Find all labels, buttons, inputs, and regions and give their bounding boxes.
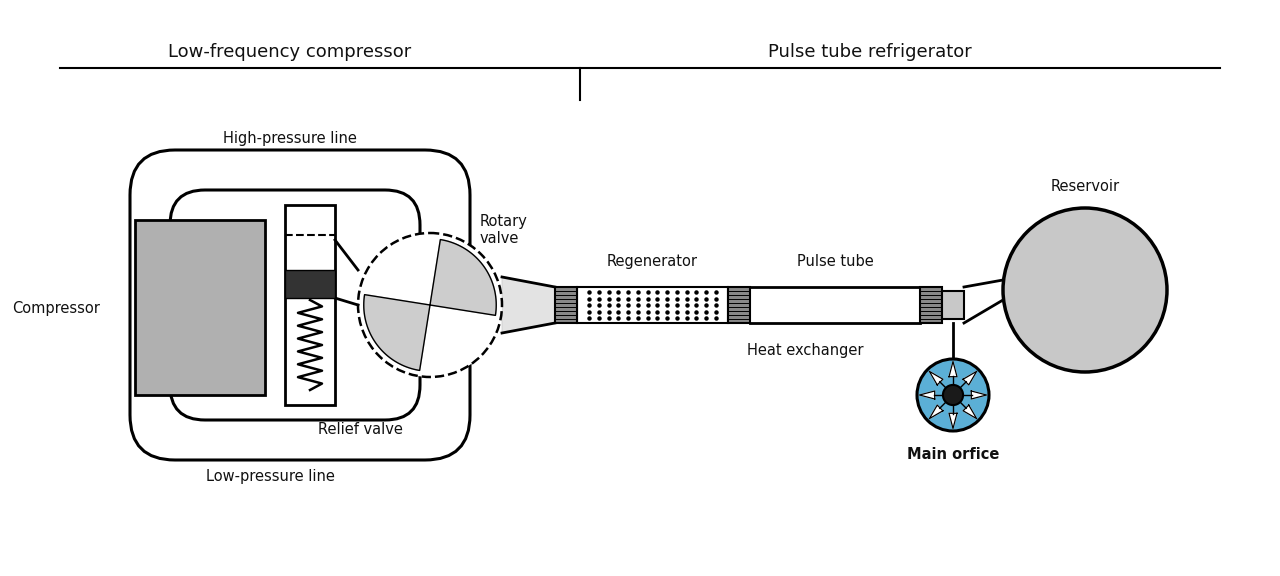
Bar: [285, 205, 335, 405]
Polygon shape: [963, 405, 977, 419]
Polygon shape: [963, 372, 977, 385]
Polygon shape: [430, 240, 497, 316]
Text: Pulse tube: Pulse tube: [796, 254, 873, 269]
Text: Rotary
valve: Rotary valve: [480, 214, 527, 246]
Bar: [134, 220, 265, 395]
Text: Main orfice: Main orfice: [906, 447, 1000, 462]
Polygon shape: [502, 277, 556, 333]
Text: Compressor: Compressor: [12, 301, 100, 316]
Bar: [920, 287, 942, 323]
Text: Low-pressure line: Low-pressure line: [206, 468, 334, 483]
Polygon shape: [972, 391, 987, 399]
Text: Relief valve: Relief valve: [317, 423, 402, 438]
Polygon shape: [919, 391, 934, 399]
Bar: [942, 291, 964, 319]
Polygon shape: [364, 295, 430, 370]
Circle shape: [916, 359, 989, 431]
Polygon shape: [929, 372, 943, 385]
Circle shape: [1004, 208, 1167, 372]
Polygon shape: [929, 405, 943, 419]
Text: Pulse tube refrigerator: Pulse tube refrigerator: [768, 43, 972, 61]
Text: Low-frequency compressor: Low-frequency compressor: [169, 43, 412, 61]
Polygon shape: [948, 362, 957, 377]
Bar: [577, 287, 728, 323]
Bar: [556, 287, 577, 323]
Circle shape: [943, 385, 963, 405]
Text: Regenerator: Regenerator: [607, 254, 698, 269]
Text: High-pressure line: High-pressure line: [223, 131, 357, 146]
Bar: [285, 270, 335, 298]
Bar: [728, 287, 750, 323]
Text: Heat exchanger: Heat exchanger: [746, 343, 863, 358]
Text: Reservoir: Reservoir: [1051, 179, 1120, 194]
Circle shape: [358, 233, 502, 377]
Polygon shape: [948, 414, 957, 429]
